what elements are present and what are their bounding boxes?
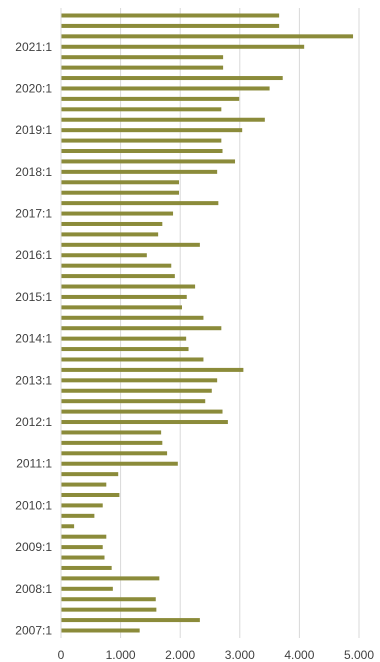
- bar: [61, 201, 219, 206]
- bar: [61, 221, 163, 226]
- bar: [61, 34, 354, 39]
- bar: [61, 524, 75, 529]
- bar: [61, 263, 172, 268]
- bar: [61, 586, 113, 591]
- x-tick-label: 5.000: [344, 648, 374, 662]
- bar: [61, 336, 187, 341]
- bar: [61, 576, 160, 581]
- bar: [61, 461, 178, 466]
- bar: [61, 430, 162, 435]
- bar: [61, 242, 200, 247]
- bar: [61, 545, 103, 550]
- y-tick-label: 2020:1: [15, 81, 52, 95]
- bar: [61, 420, 228, 425]
- bar: [61, 86, 270, 91]
- y-tick-label: 2012:1: [15, 415, 52, 429]
- y-tick-label: 2021:1: [15, 40, 52, 54]
- bar: [61, 274, 175, 279]
- y-tick-label: 2018:1: [15, 165, 52, 179]
- y-axis: 2007:1 2008:1 2009:1 2010:1 2011:1 2012:1 2013…: [15, 8, 62, 638]
- bar: [61, 482, 107, 487]
- y-tick-label: 2017:1: [15, 207, 52, 221]
- bar: [61, 607, 157, 612]
- x-tick-label: 1.000: [106, 648, 136, 662]
- bar: [61, 149, 223, 154]
- bar: [61, 555, 105, 560]
- bar: [61, 618, 200, 623]
- bar: [61, 232, 159, 237]
- bar: [61, 76, 283, 81]
- bar: [61, 513, 95, 518]
- bar: [61, 399, 206, 404]
- y-tick-label: 2011:1: [16, 457, 52, 471]
- bar: [61, 597, 156, 602]
- bar: [61, 180, 180, 185]
- bar: [61, 284, 196, 289]
- bar: [61, 326, 222, 331]
- y-tick-label: 2014:1: [15, 332, 52, 346]
- bar: [61, 357, 204, 362]
- x-tick-label: 2.000: [165, 648, 195, 662]
- bar: [61, 55, 224, 60]
- bar: [61, 294, 187, 299]
- bar: [61, 440, 163, 445]
- bar: [61, 315, 204, 320]
- x-tick-label: 3.000: [225, 648, 255, 662]
- bar: [61, 565, 112, 570]
- bar: [61, 169, 218, 174]
- bar: [61, 13, 280, 18]
- bar: [61, 65, 224, 70]
- bar: [61, 159, 236, 164]
- bar: [61, 347, 189, 352]
- bar: [61, 211, 174, 216]
- bar: [61, 44, 305, 49]
- bar: [61, 503, 103, 508]
- y-tick-label: 2013:1: [15, 373, 52, 387]
- bar: [61, 107, 222, 112]
- bar: [61, 367, 244, 372]
- bar: [61, 492, 120, 497]
- bar: [61, 305, 182, 310]
- bar: [61, 138, 222, 143]
- y-tick-label: 2010:1: [15, 498, 52, 512]
- bar: [61, 23, 280, 28]
- y-tick-label: 2016:1: [15, 248, 52, 262]
- bar: [61, 388, 212, 393]
- bar: [61, 128, 243, 133]
- y-tick-label: 2009:1: [15, 540, 52, 554]
- bar: [61, 628, 140, 633]
- bar: [61, 190, 180, 195]
- bar: [61, 378, 218, 383]
- y-tick-label: 2015:1: [15, 290, 52, 304]
- x-axis: 0 1.000 2.000 3.000 4.000 5.000: [58, 648, 375, 662]
- bar: [61, 409, 223, 414]
- y-tick-label: 2019:1: [15, 123, 52, 137]
- y-tick-label: 2007:1: [15, 624, 52, 638]
- bar: [61, 96, 240, 101]
- bars: [61, 13, 354, 633]
- bar: [61, 472, 119, 477]
- bar: [61, 451, 168, 456]
- bar: [61, 253, 147, 258]
- x-tick-label: 4.000: [284, 648, 314, 662]
- x-tick-label: 0: [58, 648, 65, 662]
- gridlines: [120, 8, 360, 638]
- y-tick-label: 2008:1: [15, 582, 52, 596]
- bar: [61, 534, 107, 539]
- bar: [61, 117, 265, 122]
